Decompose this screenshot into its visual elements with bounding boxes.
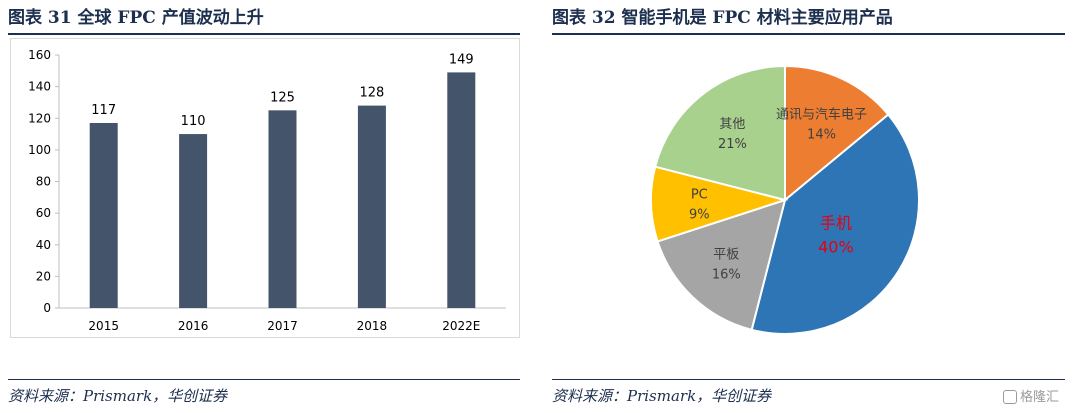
x-tick-label: 2017 [267, 319, 298, 333]
bar-value-label: 125 [270, 90, 295, 105]
bar-title-rule [8, 33, 520, 35]
pie-percent-label: 21% [718, 137, 747, 152]
pie-percent-label: 14% [807, 127, 836, 142]
pie-slice [656, 198, 787, 332]
bar-value-label: 110 [181, 114, 206, 129]
pie-chart: 通讯与汽车电子 14% 手机 40% 平板 16% PC 9% 其他 21% [650, 64, 920, 335]
pie-percent-label: 16% [712, 268, 741, 283]
pie-slice [750, 113, 920, 335]
bar-chart: 0 20 40 60 80 100 120 140 160 117 2015 110 2016 125 20… [28, 48, 506, 333]
y-tick-label: 100 [28, 143, 51, 157]
pie-chart-frame: 通讯与汽车电子 14% 手机 40% 平板 16% PC 9% 其他 21% [552, 38, 1022, 368]
bar-chart-panel: 图表 31 全球 FPC 产值波动上升 0 20 40 60 80 100 120 140 16… [8, 0, 520, 413]
pie-source-rule [552, 379, 1065, 380]
y-tick-label: 80 [36, 175, 51, 189]
pie-category-label: PC [691, 188, 708, 203]
pie-percent-label: 9% [689, 208, 710, 223]
bar [268, 110, 297, 308]
pie-title-rule [552, 33, 1065, 35]
pie-category-label: 其他 [719, 117, 745, 132]
bar [179, 134, 208, 308]
bar [447, 72, 476, 308]
y-tick-label: 0 [43, 301, 51, 315]
pie-category-label: 平板 [713, 248, 739, 263]
bar-chart-source: 资料来源：Prismark，华创证券 [8, 387, 228, 405]
y-tick-label: 20 [36, 269, 51, 283]
bar-value-label: 128 [359, 86, 384, 101]
watermark: 格隆汇 [1002, 386, 1059, 405]
bar [357, 105, 386, 308]
y-tick-label: 40 [36, 238, 51, 252]
y-tick-label: 120 [28, 111, 51, 125]
pie-slice [784, 64, 890, 203]
watermark-logo-icon [1002, 390, 1017, 404]
y-tick-label: 140 [28, 80, 51, 94]
x-tick-label: 2015 [88, 319, 119, 333]
bar-value-label: 149 [449, 52, 474, 67]
pie-chart-panel: 图表 32 智能手机是 FPC 材料主要应用产品 通讯与汽车电子 14% 手机 40%… [552, 0, 1065, 413]
pie-slice [653, 64, 786, 202]
watermark-text: 格隆汇 [1019, 390, 1059, 405]
bar-chart-title: 图表 31 全球 FPC 产值波动上升 [8, 8, 264, 28]
pie-percent-label: 40% [818, 237, 854, 256]
pie-chart-source: 资料来源：Prismark，华创证券 [552, 387, 772, 405]
bar-value-label: 117 [91, 103, 116, 118]
pie-category-label: 通讯与汽车电子 [776, 106, 867, 122]
x-tick-label: 2022E [442, 319, 480, 333]
pie-category-label: 手机 [820, 213, 852, 232]
pie-chart-title: 图表 32 智能手机是 FPC 材料主要应用产品 [552, 8, 893, 28]
y-tick-label: 160 [28, 48, 51, 62]
x-tick-label: 2018 [357, 319, 388, 333]
bar-source-rule [8, 379, 520, 380]
bar [89, 122, 118, 309]
x-tick-label: 2016 [178, 319, 209, 333]
bar-chart-frame: 0 20 40 60 80 100 120 140 160 117 2015 110 2016 125 20… [10, 38, 520, 338]
y-tick-label: 60 [36, 206, 51, 220]
